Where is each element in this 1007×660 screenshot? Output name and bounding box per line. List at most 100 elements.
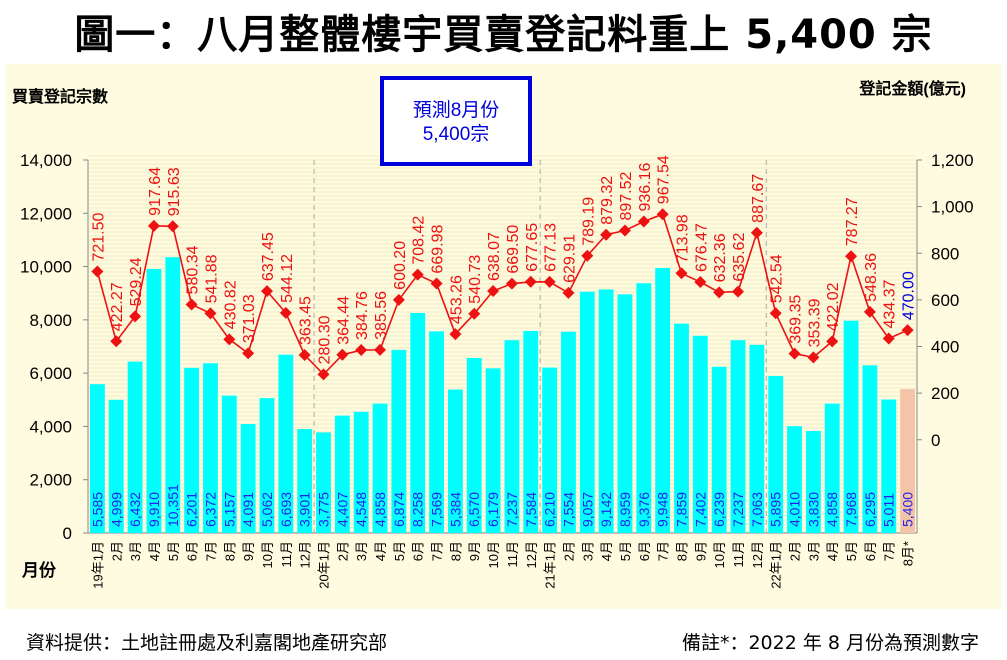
bar-value-label: 7,237 <box>730 492 746 527</box>
amount-value-label: 915.63 <box>166 167 183 216</box>
bar <box>579 291 595 533</box>
amount-marker <box>750 226 763 239</box>
bar <box>862 365 878 533</box>
amount-marker <box>411 268 424 281</box>
amount-value-label: 917.64 <box>147 167 164 216</box>
bar <box>749 344 765 533</box>
amount-marker <box>468 307 481 320</box>
x-tick-label: 12月 <box>298 541 313 568</box>
bar <box>636 283 652 533</box>
bar <box>485 368 501 533</box>
bar-value-label: 6,372 <box>202 492 218 527</box>
forecast-annotation-line2: 5,400宗 <box>423 123 490 145</box>
forecast-annotation-box <box>380 76 532 166</box>
amount-value-label: 385.56 <box>373 291 390 340</box>
amount-value-label: 540.73 <box>467 255 484 304</box>
left-tick-label: 8,000 <box>29 311 72 330</box>
amount-marker <box>562 286 575 299</box>
x-tick-label: 6月 <box>863 541 878 561</box>
forecast-annotation-line1: 預測8月份 <box>413 99 500 121</box>
bar-value-label: 8,258 <box>410 492 426 527</box>
amount-value-label: 548.36 <box>863 253 880 302</box>
amount-marker <box>185 298 198 311</box>
amount-marker <box>204 307 217 320</box>
amount-value-label: 669.98 <box>430 225 447 274</box>
amount-marker <box>826 335 839 348</box>
x-tick-label: 10月 <box>260 541 275 568</box>
bar <box>674 323 689 533</box>
x-tick-label: 3月 <box>580 541 595 561</box>
amount-marker <box>223 333 236 346</box>
left-tick-label: 10,000 <box>20 258 72 277</box>
bar-value-label: 4,999 <box>108 492 124 527</box>
amount-value-label: 879.32 <box>599 176 616 225</box>
amount-value-label: 364.44 <box>335 296 352 345</box>
bar <box>90 384 105 533</box>
amount-value-label: 669.50 <box>505 225 522 274</box>
amount-value-label: 544.12 <box>279 254 296 303</box>
bar-value-label: 3,775 <box>316 492 332 527</box>
amount-value-label: 529.24 <box>128 257 145 306</box>
amount-value-label: 721.50 <box>90 213 107 262</box>
chart-panel: 0 2,000 4,000 6,000 8,000 10,000 12,000 14,000 0… <box>6 64 1001 609</box>
amount-marker <box>543 275 556 288</box>
x-tick-label: 21年1月 <box>543 541 558 589</box>
amount-value-label: 887.67 <box>750 174 767 223</box>
x-tick-label: 5月 <box>618 541 633 561</box>
bar-value-label: 5,062 <box>259 492 275 527</box>
amount-marker <box>600 228 613 241</box>
amount-value-label: 713.98 <box>674 214 691 263</box>
bar <box>316 432 331 533</box>
bar-value-label: 9,057 <box>579 492 595 527</box>
bar <box>203 363 218 533</box>
bar <box>711 366 727 533</box>
x-tick-label: 7月 <box>430 541 445 561</box>
amount-marker <box>91 265 104 278</box>
bar-value-label: 6,570 <box>466 492 482 527</box>
amount-value-label: 637.45 <box>260 232 277 281</box>
amount-marker <box>355 344 368 357</box>
x-tick-label: 2月 <box>109 541 124 561</box>
bar-value-label: 3,901 <box>297 492 313 527</box>
x-tick-label: 8月 <box>222 541 237 561</box>
amount-value-label: 629.91 <box>561 234 578 283</box>
amount-marker <box>713 286 726 299</box>
x-tick-label: 5月 <box>844 541 859 561</box>
left-tick-label: 12,000 <box>20 204 72 223</box>
forecast-note: 備註*：2022 年 8 月份為預測數字 <box>681 632 979 654</box>
left-tick-label: 4,000 <box>29 417 72 436</box>
amount-value-label: 422.27 <box>109 282 126 331</box>
bar <box>410 312 426 533</box>
amount-value-label: 280.30 <box>317 315 334 364</box>
left-tick-label: 6,000 <box>29 364 72 383</box>
bar <box>466 357 482 533</box>
bar-value-label: 6,210 <box>542 492 558 527</box>
amount-value-label: 371.03 <box>241 294 258 343</box>
amount-value-label: 369.35 <box>788 295 805 344</box>
amount-marker <box>901 324 914 337</box>
amount-marker <box>863 305 876 318</box>
amount-marker <box>430 277 443 290</box>
amount-marker <box>166 220 179 233</box>
bar <box>221 395 237 533</box>
amount-marker <box>694 276 707 289</box>
right-tick-label: 800 <box>931 244 959 263</box>
right-tick-label: 400 <box>931 338 959 357</box>
x-tick-label: 9月 <box>693 541 708 561</box>
x-tick-label: 2月 <box>788 541 803 561</box>
bar <box>523 330 539 533</box>
amount-value-label: 787.27 <box>844 197 861 246</box>
left-tick-label: 2,000 <box>29 471 72 490</box>
amount-marker <box>882 332 895 345</box>
x-tick-label: 4月 <box>373 541 388 561</box>
bar <box>297 429 313 533</box>
x-tick-label: 12月 <box>524 541 539 568</box>
amount-marker <box>581 249 594 262</box>
amount-marker <box>147 219 160 232</box>
bar-value-label: 6,239 <box>711 492 727 527</box>
bar <box>429 331 444 533</box>
bar <box>542 367 558 533</box>
bar <box>165 257 181 533</box>
bar-value-label: 4,548 <box>353 492 369 527</box>
bar <box>617 294 633 533</box>
